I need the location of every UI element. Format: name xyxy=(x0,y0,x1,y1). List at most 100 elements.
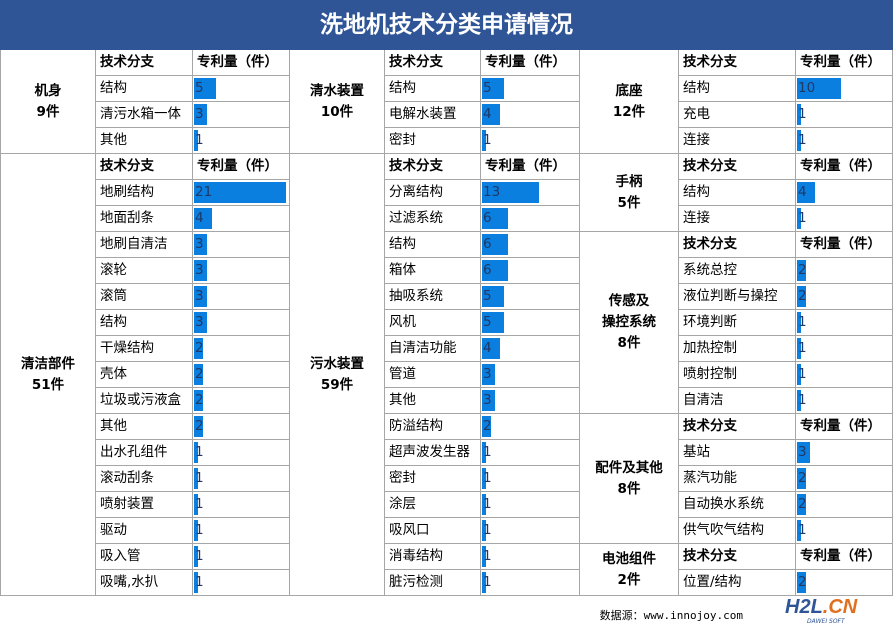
count-value: 3 xyxy=(195,288,204,304)
count-bar xyxy=(194,546,198,567)
branch-label: 环境判断 xyxy=(679,310,796,336)
count-bar xyxy=(482,546,486,567)
branch-label: 连接 xyxy=(679,206,796,232)
count-cell: 5 xyxy=(481,284,580,310)
count-value: 1 xyxy=(798,522,807,538)
category-cell-chuangan: 传感及 操控系统 8件 xyxy=(580,232,679,414)
count-cell: 1 xyxy=(796,206,893,232)
count-bar xyxy=(482,104,500,125)
count-cell: 2 xyxy=(796,492,893,518)
count-value: 1 xyxy=(798,106,807,122)
count-cell: 4 xyxy=(481,336,580,362)
count-value: 1 xyxy=(483,574,492,590)
category-total: 51件 xyxy=(31,376,65,393)
count-cell: 1 xyxy=(481,544,580,570)
count-cell: 13 xyxy=(481,180,580,206)
category-name: 底座 xyxy=(615,82,643,99)
count-cell: 2 xyxy=(193,414,290,440)
count-cell: 2 xyxy=(193,336,290,362)
count-cell: 1 xyxy=(796,362,893,388)
count-cell: 3 xyxy=(193,102,290,128)
branch-label: 涂层 xyxy=(385,492,481,518)
count-bar xyxy=(797,286,806,307)
count-bar xyxy=(797,364,801,385)
count-value: 1 xyxy=(483,444,492,460)
header-count: 专利量（件） xyxy=(193,154,290,180)
branch-label: 吸嘴,水扒 xyxy=(96,570,193,596)
count-value: 1 xyxy=(798,314,807,330)
count-value: 1 xyxy=(483,470,492,486)
branch-label: 结构 xyxy=(385,232,481,258)
category-total: 8件 xyxy=(617,480,641,497)
count-value: 1 xyxy=(798,132,807,148)
category-name: 电池组件 xyxy=(602,550,656,567)
count-cell: 1 xyxy=(796,102,893,128)
branch-label: 其他 xyxy=(96,414,193,440)
count-cell: 2 xyxy=(193,388,290,414)
header-count: 专利量（件） xyxy=(796,414,893,440)
branch-label: 结构 xyxy=(96,310,193,336)
count-cell: 1 xyxy=(193,466,290,492)
count-value: 2 xyxy=(195,392,204,408)
count-cell: 1 xyxy=(481,128,580,154)
branch-label: 吸入管 xyxy=(96,544,193,570)
count-cell: 1 xyxy=(796,518,893,544)
count-cell: 5 xyxy=(481,76,580,102)
count-cell: 5 xyxy=(481,310,580,336)
category-total: 10件 xyxy=(320,103,354,120)
category-cell-wushui: 污水装置 59件 xyxy=(290,154,385,596)
count-cell: 6 xyxy=(481,206,580,232)
count-bar xyxy=(797,468,806,489)
count-bar xyxy=(797,312,801,333)
header-branch: 技术分支 xyxy=(385,50,481,76)
category-total: 9件 xyxy=(36,103,60,120)
category-name: 手柄 xyxy=(615,173,643,190)
count-cell: 6 xyxy=(481,258,580,284)
count-cell: 21 xyxy=(193,180,290,206)
count-cell: 1 xyxy=(193,128,290,154)
count-bar xyxy=(797,390,801,411)
count-cell: 3 xyxy=(193,232,290,258)
branch-label: 结构 xyxy=(679,76,796,102)
category-cell-peijian: 配件及其他 8件 xyxy=(580,414,679,544)
count-bar xyxy=(482,234,508,255)
count-bar xyxy=(797,494,806,515)
branch-label: 地刷自清洁 xyxy=(96,232,193,258)
count-value: 2 xyxy=(195,366,204,382)
header-count: 专利量（件） xyxy=(796,544,893,570)
category-cell-qingshui: 清水装置 10件 xyxy=(290,50,385,154)
branch-label: 系统总控 xyxy=(679,258,796,284)
count-value: 1 xyxy=(195,548,204,564)
count-bar xyxy=(797,338,801,359)
count-bar xyxy=(797,130,801,151)
category-cell-jishen: 机身 9件 xyxy=(0,50,96,154)
count-value: 13 xyxy=(483,184,501,200)
count-cell: 3 xyxy=(481,388,580,414)
count-cell: 3 xyxy=(796,440,893,466)
header-count: 专利量（件） xyxy=(193,50,290,76)
branch-label: 其他 xyxy=(96,128,193,154)
count-value: 1 xyxy=(798,210,807,226)
count-bar xyxy=(797,520,801,541)
count-bar xyxy=(482,364,495,385)
count-value: 3 xyxy=(195,106,204,122)
count-value: 1 xyxy=(798,392,807,408)
category-name: 清洁部件 xyxy=(21,355,75,372)
count-bar xyxy=(194,338,203,359)
category-name: 机身 xyxy=(34,82,62,99)
h2l-logo: H2L.CN DAWEI SOFT xyxy=(785,596,885,625)
count-value: 1 xyxy=(483,548,492,564)
count-value: 1 xyxy=(195,496,204,512)
count-cell: 1 xyxy=(193,570,290,596)
count-bar xyxy=(194,104,207,125)
branch-label: 自清洁 xyxy=(679,388,796,414)
count-value: 2 xyxy=(195,418,204,434)
count-value: 3 xyxy=(798,444,807,460)
count-cell: 3 xyxy=(193,310,290,336)
branch-label: 滚动刮条 xyxy=(96,466,193,492)
count-value: 1 xyxy=(195,132,204,148)
category-name: 配件及其他 xyxy=(595,459,663,476)
branch-label: 喷射装置 xyxy=(96,492,193,518)
count-value: 1 xyxy=(195,470,204,486)
count-value: 4 xyxy=(483,106,492,122)
